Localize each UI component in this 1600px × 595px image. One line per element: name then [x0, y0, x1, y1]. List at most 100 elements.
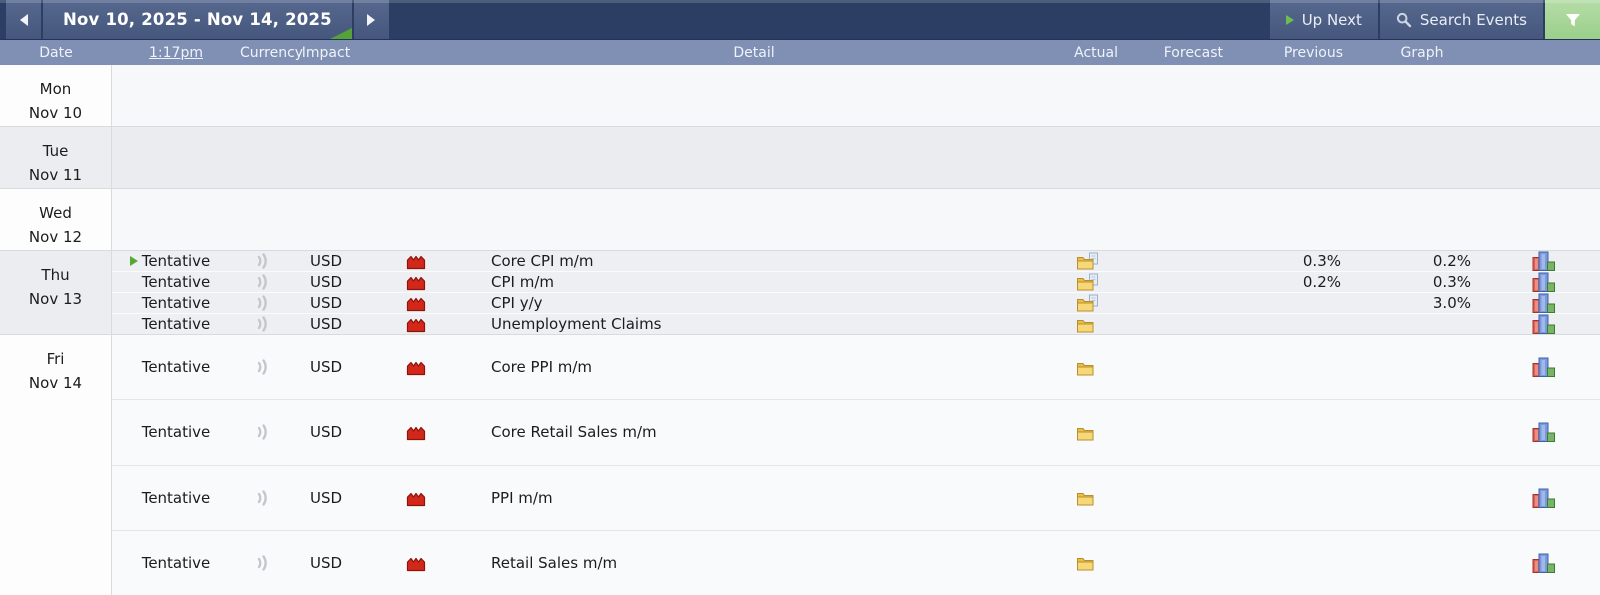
- bar-graph-icon: [1532, 422, 1555, 443]
- graph-button[interactable]: [1487, 357, 1600, 378]
- event-impact-cell[interactable]: [366, 252, 466, 270]
- event-alert-cell[interactable]: [240, 272, 286, 292]
- event-alert-cell[interactable]: [240, 553, 286, 573]
- column-header-previous: Previous: [1283, 44, 1343, 61]
- event-time: Tentative: [141, 358, 211, 377]
- event-row[interactable]: Tentative USD Retail Sales m/m: [112, 529, 1600, 595]
- column-header-actual: Actual: [1074, 44, 1118, 61]
- column-header-forecast: Forecast: [1163, 44, 1223, 61]
- event-row[interactable]: Tentative USD Core CPI m/m: [112, 251, 1600, 271]
- graph-button[interactable]: [1487, 272, 1600, 292]
- detail-open-button[interactable]: [1042, 553, 1132, 572]
- event-time-cell: Tentative: [112, 294, 240, 312]
- detail-open-button[interactable]: [1042, 315, 1132, 334]
- event-impact-cell[interactable]: [366, 358, 466, 376]
- event-alert-cell[interactable]: [240, 251, 286, 271]
- event-currency: USD: [309, 488, 343, 507]
- event-impact-cell[interactable]: [366, 423, 466, 441]
- event-impact-cell[interactable]: [366, 315, 466, 333]
- day-events: [112, 65, 1600, 126]
- graph-button[interactable]: [1487, 553, 1600, 573]
- detail-open-button[interactable]: [1042, 252, 1132, 271]
- event-time-cell: Tentative: [112, 273, 240, 291]
- search-events-label: Search Events: [1419, 10, 1527, 29]
- event-alert-cell[interactable]: [240, 293, 286, 313]
- event-time: Tentative: [141, 488, 211, 507]
- detail-folder-icon: [1076, 319, 1093, 332]
- detail-folder-icon: [1076, 558, 1093, 571]
- graph-button[interactable]: [1487, 488, 1600, 508]
- event-row[interactable]: Tentative USD CPI y/y: [112, 292, 1600, 313]
- date-cell: Wed Nov 12: [0, 189, 112, 250]
- event-time: Tentative: [141, 315, 211, 333]
- event-alert-cell[interactable]: [240, 488, 286, 508]
- detail-folder-icon: [1076, 294, 1098, 311]
- column-header-impact: Impact: [301, 44, 351, 61]
- detail-open-button[interactable]: [1042, 273, 1132, 292]
- date-cell: Thu Nov 13: [0, 251, 112, 334]
- current-time-link[interactable]: 1:17pm: [149, 44, 203, 61]
- event-time-cell: Tentative: [112, 554, 240, 572]
- day-date: Nov 12: [28, 228, 83, 246]
- day-date: Nov 10: [28, 104, 83, 122]
- day-date: Nov 11: [28, 166, 83, 184]
- detail-open-button[interactable]: [1042, 488, 1132, 507]
- column-header-graph: Graph: [1400, 44, 1444, 61]
- detail-folder-icon: [1076, 273, 1098, 290]
- sound-alert-icon: [257, 424, 267, 441]
- event-alert-cell[interactable]: [240, 357, 286, 377]
- sound-alert-icon: [257, 489, 267, 506]
- detail-open-button[interactable]: [1042, 358, 1132, 377]
- event-currency: USD: [309, 553, 343, 572]
- graph-button[interactable]: [1487, 251, 1600, 271]
- bar-graph-icon: [1532, 488, 1555, 508]
- event-currency: USD: [309, 294, 343, 312]
- detail-open-button[interactable]: [1042, 423, 1132, 442]
- event-impact-cell[interactable]: [366, 273, 466, 291]
- column-header-date: Date: [39, 44, 73, 61]
- graph-button[interactable]: [1487, 422, 1600, 443]
- graph-button[interactable]: [1487, 293, 1600, 313]
- day-block: Thu Nov 13 Tentative USD: [0, 251, 1600, 335]
- event-previous: 0.2%: [1432, 252, 1471, 270]
- event-currency: USD: [309, 273, 343, 291]
- bar-graph-icon: [1532, 553, 1555, 573]
- filter-funnel-icon: [1565, 13, 1580, 26]
- detail-open-button[interactable]: [1042, 294, 1132, 313]
- detail-folder-icon: [1076, 362, 1093, 376]
- next-week-button[interactable]: [353, 0, 389, 39]
- previous-week-button[interactable]: [6, 0, 41, 39]
- date-cell: Mon Nov 10: [0, 65, 112, 126]
- event-row[interactable]: Tentative USD CPI m/m: [112, 271, 1600, 292]
- graph-button[interactable]: [1487, 314, 1600, 334]
- event-row[interactable]: Tentative USD Core PPI m/m: [112, 335, 1600, 399]
- filter-button[interactable]: [1545, 0, 1600, 39]
- date-range-button[interactable]: Nov 10, 2025 - Nov 14, 2025: [43, 0, 352, 39]
- event-row[interactable]: Tentative USD Core Retail Sales m/m: [112, 399, 1600, 464]
- day-date: Nov 13: [28, 290, 83, 308]
- event-time: Tentative: [141, 294, 211, 312]
- event-time-cell: Tentative: [112, 423, 240, 441]
- sound-alert-icon: [257, 316, 267, 332]
- event-impact-cell[interactable]: [366, 489, 466, 507]
- bar-graph-icon: [1532, 357, 1555, 378]
- search-events-button[interactable]: Search Events: [1379, 0, 1543, 39]
- high-impact-icon: [406, 297, 426, 312]
- event-impact-cell[interactable]: [366, 294, 466, 312]
- event-row[interactable]: Tentative USD Unemployment Claims: [112, 313, 1600, 334]
- column-header-detail: Detail: [733, 44, 775, 61]
- event-alert-cell[interactable]: [240, 422, 286, 442]
- event-row[interactable]: Tentative USD PPI m/m: [112, 464, 1600, 530]
- day-name: Thu: [41, 266, 70, 284]
- event-currency: USD: [309, 315, 343, 333]
- event-name: CPI y/y: [491, 294, 543, 312]
- event-alert-cell[interactable]: [240, 314, 286, 334]
- event-impact-cell[interactable]: [366, 554, 466, 572]
- sound-alert-icon: [257, 274, 267, 290]
- high-impact-icon: [406, 492, 426, 506]
- title-bar: Nov 10, 2025 - Nov 14, 2025 Up Next Sear…: [0, 0, 1600, 40]
- search-icon: [1396, 12, 1412, 27]
- column-header-time: 1:17pm: [112, 45, 240, 61]
- up-next-button[interactable]: Up Next: [1269, 0, 1378, 39]
- date-cell: Fri Nov 14: [0, 335, 112, 595]
